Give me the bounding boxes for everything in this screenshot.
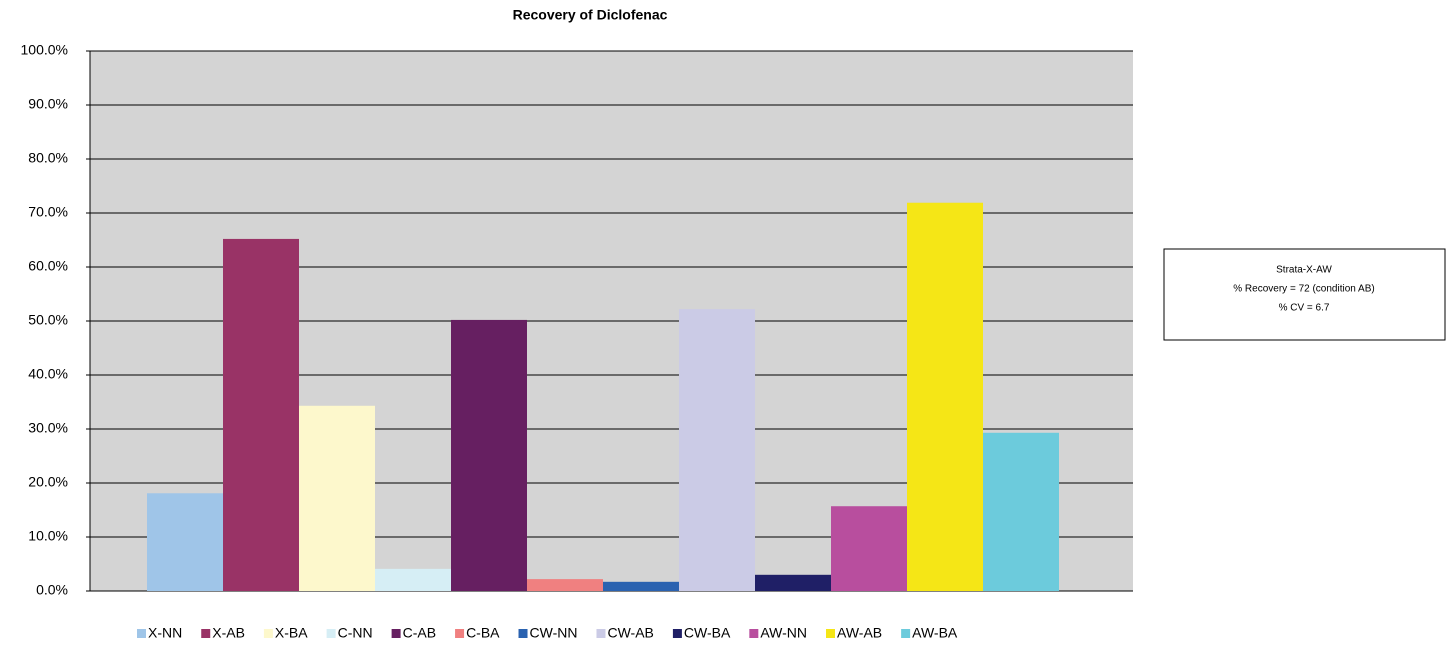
bar xyxy=(983,432,1059,591)
y-tick-label: 30.0% xyxy=(28,420,68,436)
bar xyxy=(451,319,527,591)
bar xyxy=(375,568,451,591)
note-box xyxy=(1163,248,1446,341)
bar xyxy=(679,309,755,591)
legend-swatch xyxy=(596,629,606,638)
legend-swatch xyxy=(201,629,211,638)
legend-label: C-BA xyxy=(466,625,500,641)
bar xyxy=(755,574,831,591)
bar xyxy=(831,506,907,591)
legend-swatch xyxy=(263,629,273,638)
bar xyxy=(223,238,299,592)
note-text: Strata-X-AW xyxy=(1276,265,1332,276)
legend-swatch xyxy=(749,629,759,638)
bar xyxy=(299,405,375,591)
legend-swatch xyxy=(901,629,911,638)
legend-label: C-AB xyxy=(403,625,436,641)
y-tick-label: 40.0% xyxy=(28,366,68,382)
y-tick-label: 90.0% xyxy=(28,96,68,112)
legend-label: X-NN xyxy=(148,625,182,641)
legend-label: AW-BA xyxy=(912,625,958,641)
legend-swatch xyxy=(672,629,682,638)
legend-label: X-AB xyxy=(212,625,245,641)
y-tick-label: 100.0% xyxy=(21,42,68,58)
legend-swatch xyxy=(826,629,835,638)
legend-swatch xyxy=(455,629,465,638)
legend-label: AW-NN xyxy=(760,625,807,641)
bar xyxy=(603,581,679,591)
note-text: % Recovery = 72 (condition AB) xyxy=(1233,284,1374,295)
y-tick-label: 70.0% xyxy=(28,204,68,220)
y-tick-label: 50.0% xyxy=(28,312,68,328)
chart-title: Recovery of Diclofenac xyxy=(513,7,668,23)
legend-label: AW-AB xyxy=(837,625,882,641)
note-text: % CV = 6.7 xyxy=(1279,303,1330,314)
y-tick-label: 80.0% xyxy=(28,150,68,166)
legend-swatch xyxy=(137,629,146,638)
y-tick-label: 10.0% xyxy=(28,528,68,544)
legend-label: CW-NN xyxy=(530,625,578,641)
legend-label: X-BA xyxy=(275,625,308,641)
legend-label: CW-BA xyxy=(684,625,731,641)
y-tick-label: 0.0% xyxy=(36,582,68,598)
legend-swatch xyxy=(391,629,401,638)
bar xyxy=(147,493,223,591)
y-tick-label: 20.0% xyxy=(28,474,68,490)
bar xyxy=(907,202,983,592)
legend-swatch xyxy=(518,629,528,638)
bar xyxy=(527,579,603,591)
y-tick-label: 60.0% xyxy=(28,258,68,274)
legend-label: C-NN xyxy=(338,625,373,641)
legend-swatch xyxy=(326,629,336,638)
legend-label: CW-AB xyxy=(607,625,653,641)
